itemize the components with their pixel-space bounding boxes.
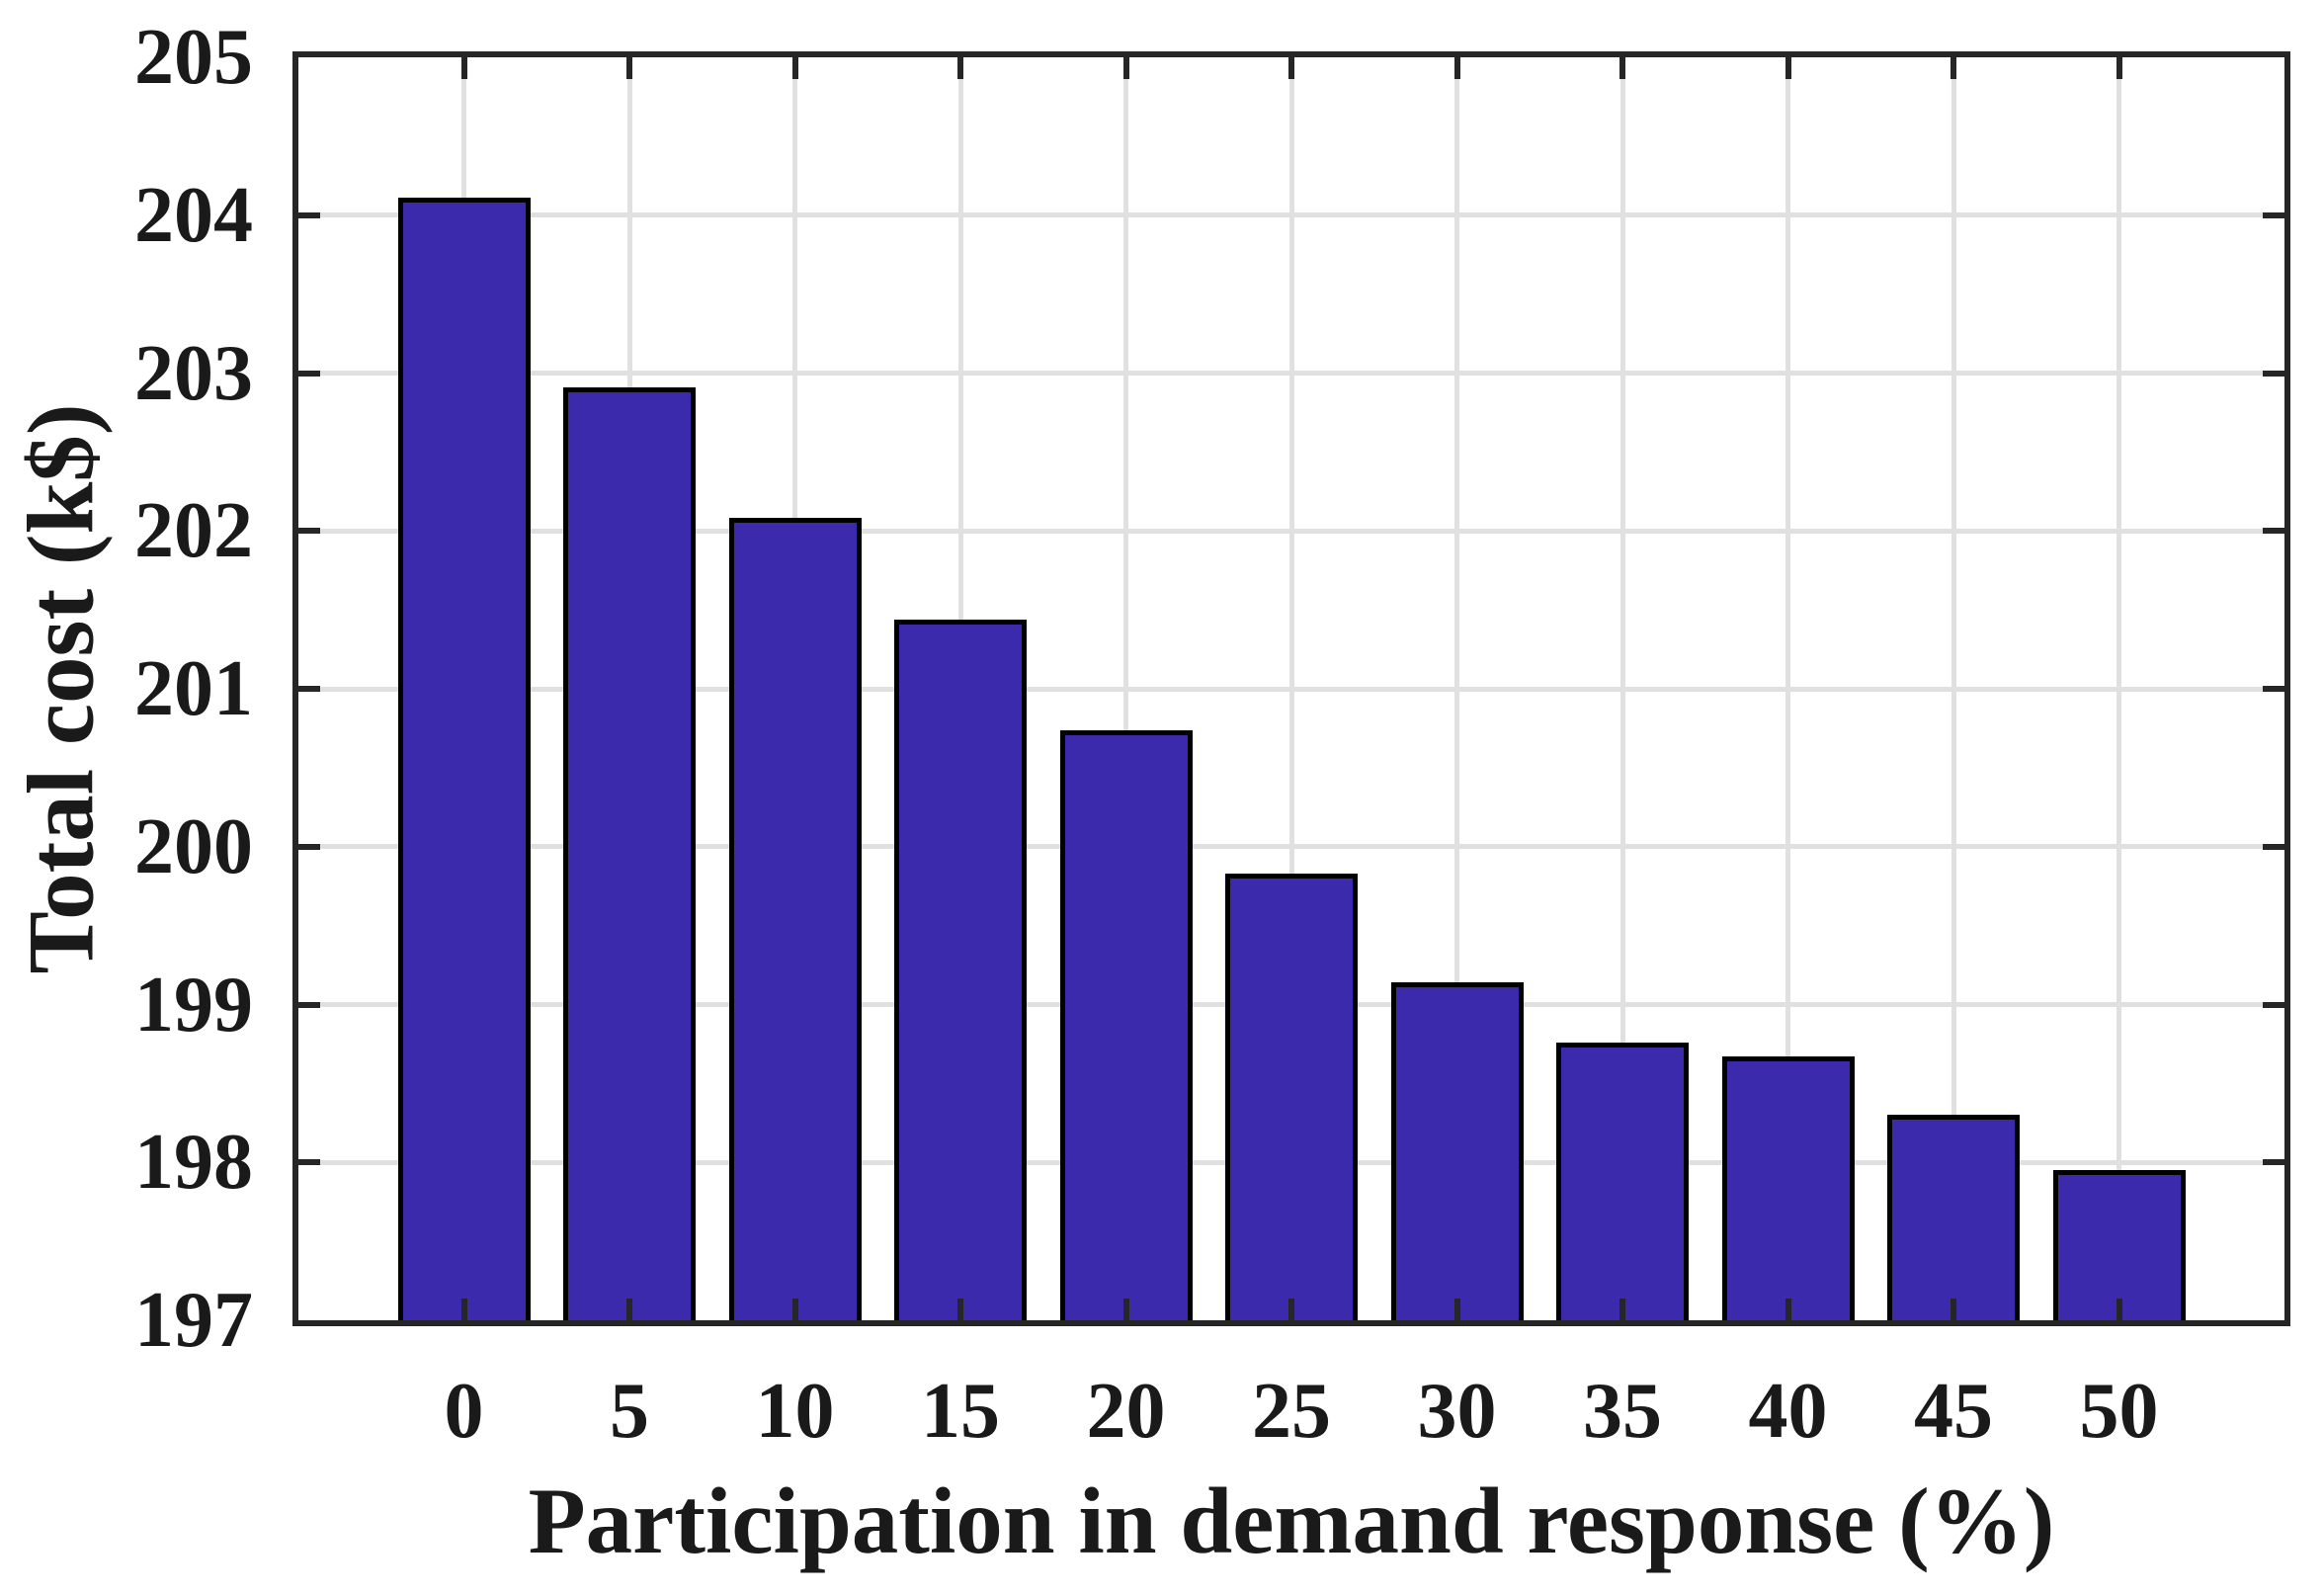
bottom-tick-50 (2116, 1299, 2122, 1320)
bottom-tick-0 (460, 1299, 467, 1320)
bottom-tick-15 (957, 1299, 963, 1320)
x-tick-label-0: 0 (444, 1368, 484, 1455)
bottom-tick-20 (1122, 1299, 1129, 1320)
bottom-tick-5 (626, 1299, 632, 1320)
right-tick-204 (2263, 211, 2284, 218)
left-tick-198 (298, 1159, 320, 1166)
bar-5 (563, 387, 696, 1320)
right-tick-200 (2263, 843, 2284, 850)
bar-20 (1059, 730, 1193, 1320)
y-axis-title: Total cost (k$) (8, 403, 114, 974)
left-tick-202 (298, 528, 320, 535)
bottom-tick-45 (1950, 1299, 1956, 1320)
y-tick-label-199: 199 (134, 961, 253, 1049)
y-tick-label-202: 202 (134, 487, 253, 575)
bottom-tick-35 (1619, 1299, 1625, 1320)
top-tick-5 (626, 57, 632, 79)
top-tick-0 (460, 57, 467, 79)
v-gridline-45 (1950, 57, 1956, 1320)
bar-40 (1721, 1056, 1855, 1320)
top-tick-50 (2116, 57, 2122, 79)
bar-35 (1556, 1043, 1689, 1320)
v-gridline-40 (1785, 57, 1790, 1320)
top-tick-10 (791, 57, 798, 79)
bar-45 (1887, 1115, 2020, 1320)
bottom-tick-30 (1453, 1299, 1460, 1320)
top-tick-45 (1950, 57, 1956, 79)
top-tick-15 (957, 57, 963, 79)
y-tick-label-200: 200 (134, 802, 253, 890)
y-tick-label-203: 203 (134, 329, 253, 417)
v-gridline-35 (1619, 57, 1625, 1320)
left-tick-203 (298, 370, 320, 377)
x-tick-label-30: 30 (1417, 1368, 1497, 1455)
bar-10 (728, 518, 862, 1320)
v-gridline-50 (2116, 57, 2121, 1320)
x-axis-title: Participation in demand response (%) (528, 1469, 2055, 1573)
left-tick-204 (298, 211, 320, 218)
bar-25 (1225, 874, 1358, 1320)
x-tick-label-5: 5 (610, 1368, 649, 1455)
plot-inner (298, 57, 2284, 1320)
x-tick-label-10: 10 (755, 1368, 835, 1455)
left-tick-200 (298, 843, 320, 850)
top-tick-35 (1619, 57, 1625, 79)
plot-area (292, 51, 2290, 1326)
x-tick-label-40: 40 (1748, 1368, 1828, 1455)
right-tick-199 (2263, 1001, 2284, 1008)
x-tick-label-45: 45 (1914, 1368, 1993, 1455)
right-tick-202 (2263, 528, 2284, 535)
y-tick-label-205: 205 (134, 14, 253, 101)
bar-15 (894, 620, 1027, 1320)
x-tick-label-35: 35 (1583, 1368, 1662, 1455)
bar-50 (2052, 1170, 2186, 1320)
v-gridline-30 (1454, 57, 1459, 1320)
bottom-tick-40 (1784, 1299, 1791, 1320)
y-tick-label-201: 201 (134, 645, 253, 732)
bottom-tick-25 (1288, 1299, 1294, 1320)
right-tick-201 (2263, 686, 2284, 692)
bottom-tick-10 (791, 1299, 798, 1320)
top-tick-40 (1784, 57, 1791, 79)
bar-0 (397, 198, 531, 1320)
y-tick-label-197: 197 (134, 1277, 253, 1364)
x-tick-label-15: 15 (921, 1368, 1000, 1455)
x-tick-label-25: 25 (1252, 1368, 1331, 1455)
top-tick-30 (1453, 57, 1460, 79)
top-tick-20 (1122, 57, 1129, 79)
y-tick-label-198: 198 (134, 1119, 253, 1207)
v-gridline-25 (1288, 57, 1294, 1320)
top-tick-25 (1288, 57, 1294, 79)
v-gridline-20 (1123, 57, 1128, 1320)
bar-30 (1390, 982, 1524, 1320)
right-tick-203 (2263, 370, 2284, 377)
right-tick-198 (2263, 1159, 2284, 1166)
left-tick-199 (298, 1001, 320, 1008)
x-tick-label-20: 20 (1086, 1368, 1166, 1455)
x-tick-label-50: 50 (2079, 1368, 2159, 1455)
left-tick-201 (298, 686, 320, 692)
y-tick-label-204: 204 (134, 171, 253, 259)
